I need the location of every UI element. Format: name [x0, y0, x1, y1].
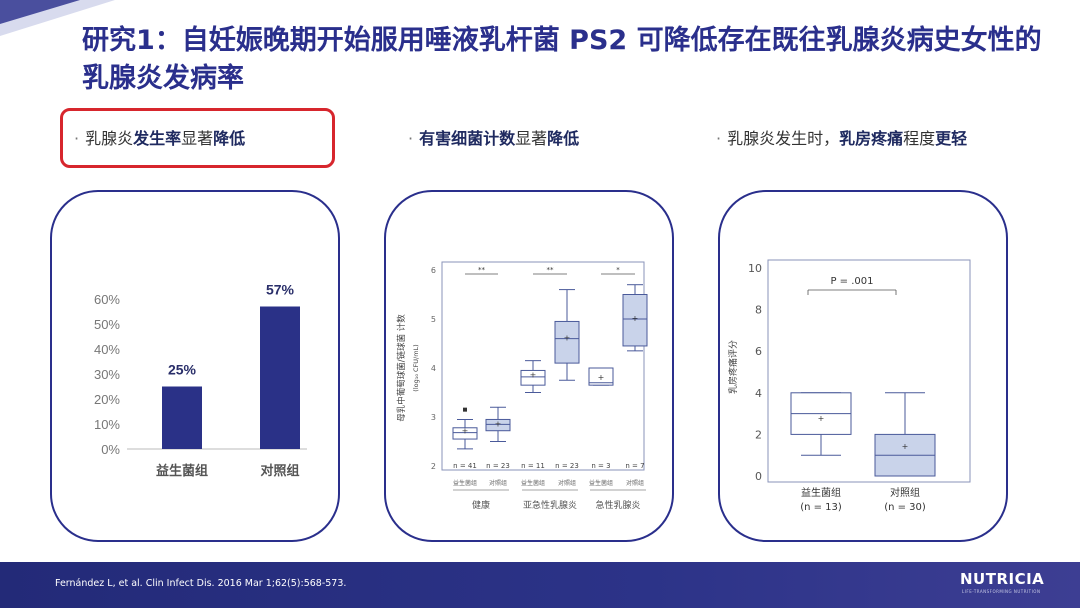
x-tick-label: 益生菌组	[521, 479, 545, 487]
y-tick-label: 2	[431, 462, 436, 471]
y-axis-unit: (log₁₀ CFU/mL)	[412, 344, 420, 391]
bullet-dot: ·	[716, 129, 721, 148]
bullet-text: 程度	[903, 129, 935, 148]
bullet-dot: ·	[74, 129, 79, 148]
bullet-bacteria-count: · 有害细菌计数显著降低	[408, 125, 579, 149]
bullet-text: 乳腺炎	[85, 129, 133, 148]
y-tick-label: 4	[755, 387, 762, 400]
logo-tagline: LIFE-TRANSFORMING NUTRITION	[962, 589, 1040, 594]
group-label: 健康	[472, 499, 490, 511]
y-tick-label: 0%	[101, 442, 120, 457]
x-tick-label: 对照组	[558, 479, 576, 487]
y-tick-label: 6	[755, 345, 762, 358]
bullet-text: 乳腺炎发生时，	[727, 129, 839, 148]
box-1-mean: +	[902, 442, 909, 451]
n-label: n = 41	[453, 462, 477, 470]
data-label: 25%	[168, 362, 197, 378]
box-4-mean: +	[598, 373, 605, 382]
box-1-mean: +	[495, 419, 502, 428]
box-0-mean: +	[818, 414, 825, 423]
y-tick-label: 10	[748, 262, 762, 275]
panel-bacteria-chart: 2 3 4 5 6 母乳中葡萄球菌/链球菌 计数 (log₁₀ CFU/mL) + n = 41…	[384, 190, 674, 542]
pain-box-plot: 0 2 4 6 8 10 乳房疼痛评分 + 益生菌组 (n = 13) + 对照组 (n = 30) P …	[720, 192, 1008, 542]
panel-pain-chart: 0 2 4 6 8 10 乳房疼痛评分 + 益生菌组 (n = 13) + 对照组 (n = 30) P …	[718, 190, 1008, 542]
footer-bar: Fernández L, et al. Clin Infect Dis. 201…	[0, 562, 1080, 608]
n-label: (n = 30)	[884, 502, 926, 513]
citation: Fernández L, et al. Clin Infect Dis. 201…	[55, 578, 346, 589]
box-3-mean: +	[564, 334, 571, 343]
y-tick-label: 10%	[94, 417, 120, 432]
y-axis-label: 乳房疼痛评分	[727, 340, 739, 394]
x-tick-label: 对照组	[260, 463, 299, 479]
x-tick-label: 益生菌组	[801, 486, 841, 499]
bullet-emphasis: 降低	[213, 129, 245, 148]
bar	[260, 307, 300, 450]
bacteria-box-plot: 2 3 4 5 6 母乳中葡萄球菌/链球菌 计数 (log₁₀ CFU/mL) + n = 41…	[386, 192, 674, 542]
panel-incidence-chart: 0% 10% 20% 30% 40% 50% 60% 25% 益生菌组 57% 对照组	[50, 190, 340, 542]
x-tick-label: 益生菌组	[156, 463, 208, 479]
x-tick-label: 益生菌组	[453, 479, 477, 487]
y-tick-label: 5	[431, 315, 436, 324]
bullet-text: 显著	[181, 129, 213, 148]
y-tick-label: 40%	[94, 342, 120, 357]
p-value-annotation: P = .001	[830, 276, 873, 287]
significance-marker: **	[547, 266, 555, 274]
page-title: 研究1：自妊娠晚期开始服用唾液乳杆菌 PS2 可降低存在既往乳腺炎病史女性的乳腺…	[82, 22, 1042, 98]
box-5-mean: +	[632, 314, 639, 323]
bullet-emphasis: 有害细菌计数	[419, 129, 515, 148]
n-label: n = 7	[625, 462, 644, 470]
y-tick-label: 50%	[94, 317, 120, 332]
bullet-emphasis: 乳房疼痛	[839, 129, 903, 148]
plot-frame	[768, 260, 970, 482]
bar	[162, 387, 202, 450]
significance-marker: **	[478, 266, 486, 274]
bullet-incidence: · 乳腺炎发生率显著降低	[74, 125, 245, 149]
group-label: 亚急性乳腺炎	[523, 499, 577, 511]
bullet-emphasis: 降低	[547, 129, 579, 148]
y-tick-label: 30%	[94, 367, 120, 382]
bullet-dot: ·	[408, 129, 413, 148]
y-tick-label: 3	[431, 413, 436, 422]
y-tick-label: 0	[755, 470, 762, 483]
box-0-outlier	[463, 408, 467, 412]
x-tick-label: 对照组	[489, 479, 507, 487]
n-label: (n = 13)	[800, 502, 842, 513]
n-label: n = 3	[591, 462, 610, 470]
n-label: n = 23	[486, 462, 510, 470]
x-tick-label: 益生菌组	[589, 479, 613, 487]
y-axis-label: 母乳中葡萄球菌/链球菌 计数	[396, 314, 407, 422]
nutricia-logo: NUTRICIA	[960, 570, 1044, 588]
bullet-text: 显著	[515, 129, 547, 148]
y-tick-label: 2	[755, 428, 762, 441]
group-label: 急性乳腺炎	[595, 499, 640, 511]
bullet-emphasis: 更轻	[935, 129, 967, 148]
box-2-mean: +	[530, 370, 537, 379]
y-tick-label: 20%	[94, 392, 120, 407]
y-tick-label: 6	[431, 266, 436, 275]
bullet-pain: · 乳腺炎发生时，乳房疼痛程度更轻	[716, 125, 967, 149]
y-tick-label: 4	[431, 364, 436, 373]
n-label: n = 11	[521, 462, 545, 470]
box-0-mean: +	[462, 427, 469, 436]
data-label: 57%	[266, 282, 295, 298]
significance-marker: *	[616, 266, 620, 274]
y-tick-label: 60%	[94, 292, 120, 307]
bullet-emphasis: 发生率	[133, 129, 181, 148]
n-label: n = 23	[555, 462, 579, 470]
x-tick-label: 对照组	[890, 486, 920, 499]
y-tick-label: 8	[755, 304, 762, 317]
x-tick-label: 对照组	[626, 479, 644, 487]
incidence-bar-chart: 0% 10% 20% 30% 40% 50% 60% 25% 益生菌组 57% 对照组	[52, 192, 340, 542]
